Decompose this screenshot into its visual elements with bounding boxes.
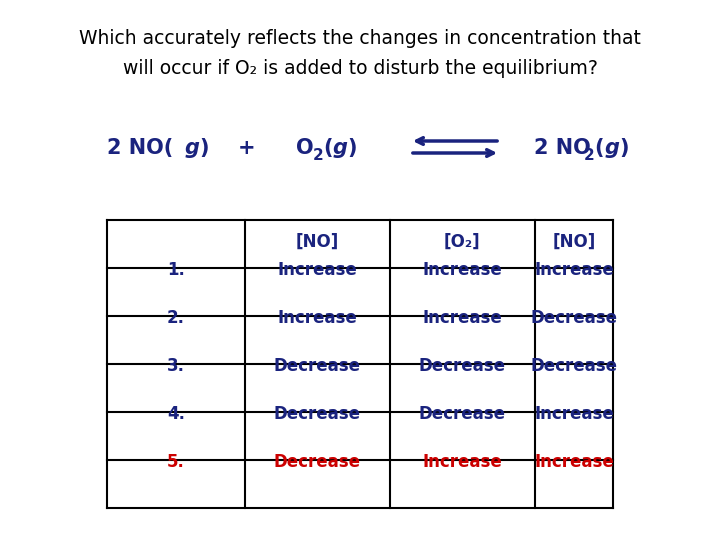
Text: g: g	[605, 138, 620, 158]
Text: (: (	[323, 138, 333, 158]
Text: 4.: 4.	[167, 405, 185, 423]
Text: Increase: Increase	[422, 309, 502, 327]
Text: Decrease: Decrease	[274, 405, 361, 423]
Text: Decrease: Decrease	[418, 357, 505, 375]
Text: [NO]: [NO]	[295, 233, 338, 251]
Text: Increase: Increase	[277, 261, 357, 279]
Text: [O₂]: [O₂]	[444, 233, 480, 251]
Text: Decrease: Decrease	[531, 357, 618, 375]
Text: ): )	[199, 138, 209, 158]
Text: 5.: 5.	[167, 453, 185, 471]
Text: Decrease: Decrease	[531, 309, 618, 327]
Text: Increase: Increase	[534, 261, 614, 279]
Text: 1.: 1.	[167, 261, 185, 279]
Text: Decrease: Decrease	[274, 357, 361, 375]
Text: Which accurately reflects the changes in concentration that: Which accurately reflects the changes in…	[79, 29, 641, 48]
Text: 2: 2	[313, 148, 324, 164]
Text: ): )	[347, 138, 356, 158]
Text: [NO]: [NO]	[552, 233, 595, 251]
Text: Increase: Increase	[422, 453, 502, 471]
Text: (: (	[594, 138, 603, 158]
Text: Increase: Increase	[534, 453, 614, 471]
Text: 3.: 3.	[167, 357, 185, 375]
Text: Increase: Increase	[277, 309, 357, 327]
Text: ): )	[619, 138, 629, 158]
Text: g: g	[333, 138, 348, 158]
Text: Increase: Increase	[422, 261, 502, 279]
Text: g: g	[185, 138, 200, 158]
Text: 2 NO: 2 NO	[534, 138, 590, 158]
Text: 2 NO(: 2 NO(	[107, 138, 174, 158]
Text: Decrease: Decrease	[274, 453, 361, 471]
Text: Increase: Increase	[534, 405, 614, 423]
Text: 2: 2	[584, 148, 595, 164]
Text: O: O	[296, 138, 314, 158]
Text: will occur if O₂ is added to disturb the equilibrium?: will occur if O₂ is added to disturb the…	[122, 58, 598, 78]
Text: +: +	[238, 138, 256, 158]
Text: 2.: 2.	[167, 309, 185, 327]
Text: Decrease: Decrease	[418, 405, 505, 423]
